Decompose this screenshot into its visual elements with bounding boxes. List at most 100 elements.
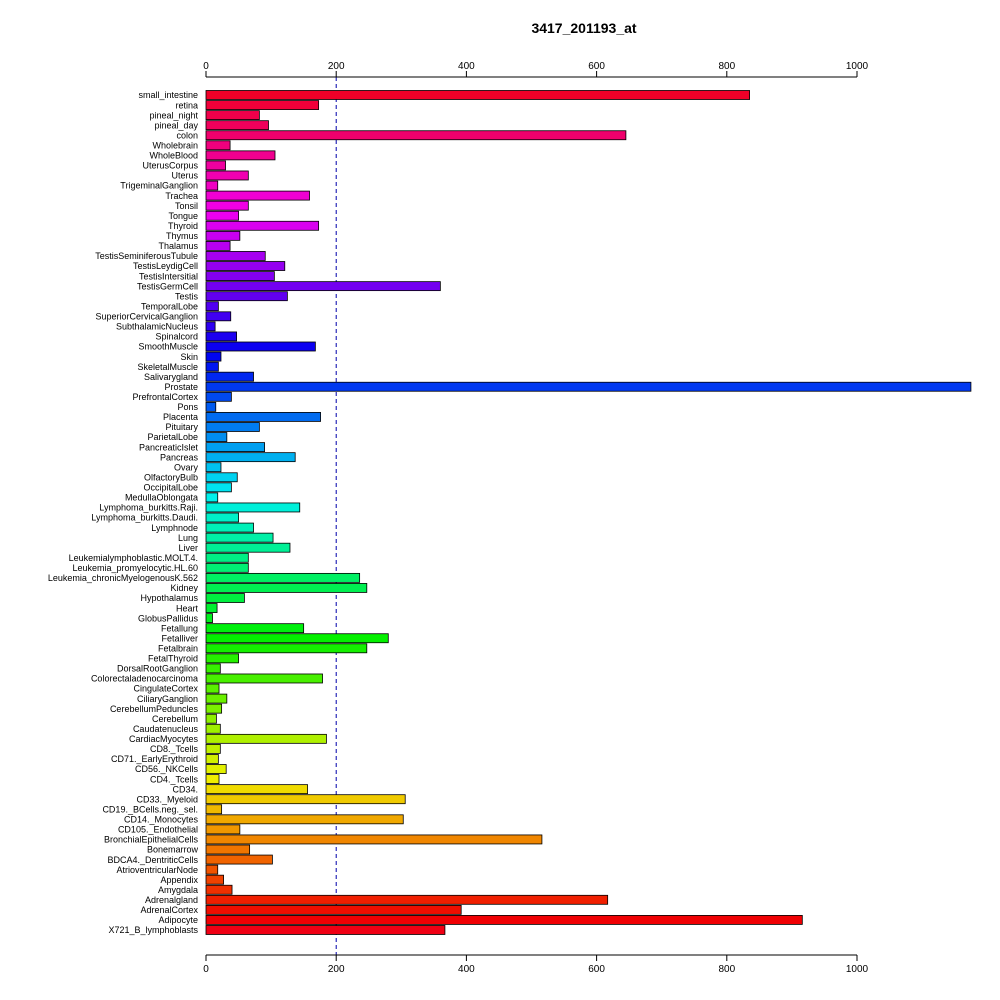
bar	[205, 603, 218, 613]
bar	[205, 904, 462, 915]
bar	[205, 160, 226, 171]
category-label: Fetallung	[161, 623, 198, 633]
bar	[205, 401, 217, 412]
category-label: UterusCorpus	[142, 161, 198, 171]
category-label: pineal_night	[149, 110, 198, 120]
bar	[205, 502, 301, 513]
category-label: TestisSeminiferousTubule	[95, 251, 198, 261]
category-label: TestisIntersitial	[139, 271, 198, 281]
x-tick-label-top: 600	[588, 61, 605, 72]
bar	[205, 884, 233, 895]
bar	[205, 774, 220, 784]
category-label: Pons	[177, 402, 198, 412]
category-label: CardiacMyocytes	[129, 734, 199, 744]
bar	[205, 331, 237, 342]
bar	[205, 542, 291, 553]
bar	[205, 915, 803, 925]
category-label: Fetalliver	[161, 633, 198, 643]
category-label: MedullaOblongata	[125, 493, 198, 503]
category-label: Pituitary	[165, 422, 198, 432]
bar	[205, 844, 251, 855]
category-label: CiliaryGanglion	[137, 694, 198, 704]
bar	[205, 301, 219, 312]
bar	[205, 341, 316, 352]
category-label: colon	[176, 130, 198, 140]
category-label: Tongue	[168, 211, 198, 221]
bar	[205, 804, 223, 815]
category-label: Thyroid	[168, 221, 198, 231]
bar	[205, 673, 323, 684]
bar	[205, 120, 269, 131]
bar	[205, 532, 274, 543]
category-label: OccipitalLobe	[143, 483, 198, 493]
category-label: Wholebrain	[152, 141, 198, 151]
category-label: X721_B_lymphoblasts	[108, 925, 198, 935]
bar	[205, 240, 231, 251]
bar	[205, 713, 217, 724]
bar	[205, 512, 239, 523]
bar	[205, 764, 227, 774]
x-tick-label-top: 400	[458, 61, 475, 72]
category-label: Lymphoma_burkitts.Daudi.	[91, 513, 198, 523]
category-label: Leukemialymphoblastic.MOLT.4.	[69, 553, 198, 563]
bar	[205, 130, 627, 141]
category-label: CD71._EarlyErythroid	[111, 754, 198, 764]
bar	[205, 271, 275, 281]
category-label: TrigeminalGanglion	[120, 181, 198, 191]
category-label: pineal_day	[154, 120, 198, 130]
bar	[205, 220, 320, 231]
category-label: TemporalLobe	[141, 301, 198, 311]
bar	[205, 754, 219, 764]
bar	[205, 361, 219, 372]
bar	[205, 683, 220, 694]
category-label: Ovary	[174, 462, 199, 472]
category-label: Thalamus	[158, 241, 198, 251]
category-label: CD56._NKCells	[135, 764, 199, 774]
category-label: CD8._Tcells	[150, 744, 199, 754]
bar	[205, 744, 221, 754]
bar	[205, 834, 543, 845]
bar	[205, 321, 216, 332]
bar	[205, 864, 219, 875]
bar	[205, 854, 273, 865]
x-tick-label-bottom: 800	[718, 964, 735, 975]
category-label: Fetalbrain	[158, 644, 198, 654]
bar	[205, 412, 321, 422]
bar	[205, 452, 296, 463]
category-label: Caudatenucleus	[133, 724, 199, 734]
bar	[205, 482, 232, 493]
bar	[205, 703, 223, 714]
category-label: Cerebellum	[152, 714, 198, 724]
category-label: SmoothMuscle	[138, 342, 198, 352]
category-label: CD34.	[172, 784, 198, 794]
x-tick-label-bottom: 200	[328, 964, 345, 975]
category-label: Testis	[175, 291, 199, 301]
category-label: SubthalamicNucleus	[116, 322, 199, 332]
category-label: Lymphoma_burkitts.Raji.	[99, 503, 198, 513]
bar	[205, 583, 368, 593]
bar	[205, 472, 238, 483]
bar	[205, 653, 239, 664]
category-label: GlobusPallidus	[138, 613, 199, 623]
category-label: Leukemia_promyelocytic.HL.60	[72, 563, 198, 573]
category-label: BDCA4._DentriticCells	[107, 855, 198, 865]
category-label: SuperiorCervicalGanglion	[95, 312, 198, 322]
category-label: Lymphnode	[151, 523, 198, 533]
category-label: Pancreas	[160, 452, 199, 462]
category-label: CD19._BCells.neg._sel.	[102, 804, 198, 814]
bar	[205, 100, 320, 110]
bar	[205, 170, 249, 181]
category-label: Prostate	[164, 382, 198, 392]
bar	[205, 462, 222, 473]
bar	[205, 784, 308, 795]
x-tick-label-top: 1000	[846, 61, 869, 72]
category-label: Liver	[178, 543, 198, 553]
category-label: TestisGermCell	[137, 281, 198, 291]
bar	[205, 90, 750, 100]
bar	[205, 824, 241, 835]
category-label: Appendix	[160, 875, 198, 885]
x-tick-label-top: 200	[328, 61, 345, 72]
bar	[205, 733, 327, 744]
bar	[205, 723, 221, 734]
